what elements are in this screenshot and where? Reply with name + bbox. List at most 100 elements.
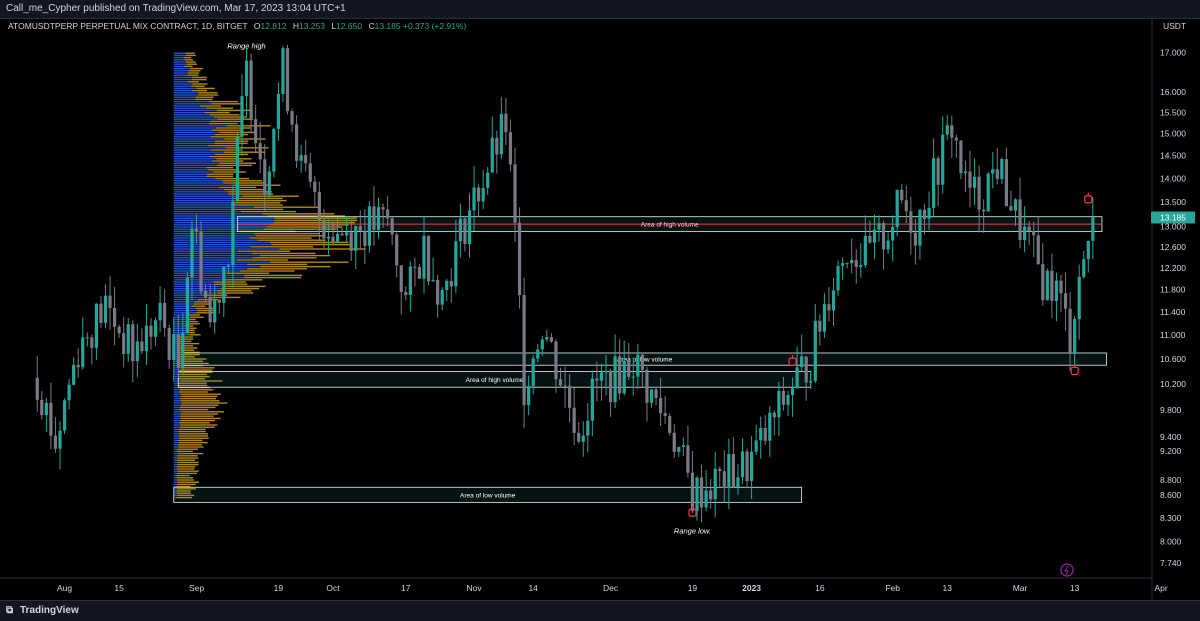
volume-profile-buy-bar: [173, 263, 248, 266]
volume-profile-sell-bar: [240, 270, 295, 272]
volume-profile-sell-bar: [226, 147, 269, 149]
volume-profile-sell-bar: [254, 232, 320, 235]
volume-profile-buy-bar: [173, 265, 260, 268]
x-tick-label: Mar: [1013, 583, 1028, 593]
volume-profile-buy-bar: [173, 301, 195, 303]
volume-profile-buy-bar: [173, 378, 179, 380]
candle-body: [254, 119, 258, 144]
candle-body: [140, 341, 144, 352]
candle-body: [299, 155, 303, 161]
tradingview-logo[interactable]: ⧉ TradingView: [6, 601, 79, 621]
candle-body: [786, 395, 790, 405]
candle-body: [49, 402, 53, 436]
volume-profile-sell-bar: [244, 274, 303, 277]
volume-profile-buy-bar: [173, 279, 223, 281]
volume-profile-buy-bar: [173, 144, 209, 147]
y-tick-label: 9.200: [1160, 446, 1182, 456]
volume-zone-box: [177, 371, 812, 388]
volume-profile-sell-bar: [271, 243, 352, 246]
volume-profile-buy-bar: [173, 292, 218, 294]
volume-profile-sell-bar: [179, 369, 213, 371]
candle-body: [699, 477, 704, 508]
candle-body: [695, 477, 699, 512]
volume-profile-buy-bar: [173, 59, 185, 61]
chart-annotation: Range low.: [674, 527, 711, 536]
candle-body: [190, 228, 194, 278]
y-tick-label: 8.800: [1160, 475, 1182, 485]
low-value: 12.650: [336, 21, 363, 31]
volume-profile-sell-bar: [237, 250, 291, 252]
candle-body: [1023, 226, 1027, 241]
candle-body: [581, 435, 585, 442]
volume-profile-buy-bar: [173, 417, 181, 420]
volume-profile-buy-bar: [173, 246, 251, 248]
candle-body: [58, 430, 62, 449]
volume-profile-sell-bar: [250, 246, 314, 248]
volume-profile-sell-bar: [195, 312, 214, 314]
x-tick-label: 17: [401, 583, 411, 593]
volume-profile-buy-bar: [173, 413, 181, 415]
x-tick-label: Nov: [466, 583, 482, 593]
volume-profile-sell-bar: [179, 371, 213, 373]
candle-body: [1082, 259, 1086, 277]
volume-profile-buy-bar: [173, 129, 212, 131]
candle-body: [426, 235, 431, 282]
volume-profile-buy-bar: [173, 98, 196, 101]
volume-profile-sell-bar: [228, 193, 274, 195]
candle-body: [76, 364, 80, 368]
candle-body: [1073, 319, 1077, 354]
volume-profile-sell-bar: [185, 331, 195, 334]
volume-profile-sell-bar: [198, 94, 219, 96]
volume-profile-buy-bar: [173, 382, 179, 384]
zone-label: Area of low volume: [617, 357, 673, 364]
volume-profile-sell-bar: [209, 155, 239, 158]
volume-profile-buy-bar: [173, 283, 215, 285]
volume-profile-buy-bar: [173, 298, 199, 301]
candle-body: [827, 304, 831, 311]
volume-profile-sell-bar: [214, 142, 248, 145]
candle-body: [486, 172, 490, 188]
candle-body: [718, 468, 722, 472]
candle-body: [813, 320, 817, 382]
candle-body: [631, 376, 635, 378]
volume-profile-sell-bar: [177, 448, 198, 450]
candle-body: [558, 379, 563, 386]
volume-profile-sell-bar: [206, 166, 234, 169]
volume-profile-buy-bar: [173, 232, 255, 235]
volume-profile-sell-bar: [187, 74, 199, 76]
last-price-label: 13.185: [1160, 212, 1186, 222]
volume-profile-buy-bar: [173, 285, 225, 288]
volume-profile-buy-bar: [173, 221, 274, 224]
volume-profile-sell-bar: [186, 63, 197, 65]
volume-profile-sell-bar: [178, 384, 208, 387]
volume-profile-buy-bar: [173, 336, 177, 338]
candle-body: [290, 111, 294, 125]
candle-body: [372, 206, 376, 230]
volume-profile-buy-bar: [173, 89, 192, 92]
candle-body: [163, 302, 167, 328]
volume-profile-buy-bar: [173, 109, 217, 112]
volume-profile-sell-bar: [177, 483, 196, 486]
volume-profile-sell-bar: [176, 459, 195, 461]
volume-profile-sell-bar: [191, 89, 207, 92]
candle-body: [217, 299, 221, 303]
volume-profile-sell-bar: [206, 175, 234, 178]
volume-profile-sell-bar: [184, 65, 193, 68]
candle-body: [44, 402, 48, 416]
volume-profile-buy-bar: [173, 281, 214, 283]
volume-profile-buy-bar: [173, 479, 177, 481]
volume-profile-buy-bar: [173, 428, 179, 431]
symbol-title[interactable]: ATOMUSDTPERP PERPETUAL MIX CONTRACT, 1D,…: [8, 21, 248, 31]
volume-profile-buy-bar: [173, 349, 177, 351]
candle-body: [1045, 270, 1049, 301]
candle-body: [390, 218, 394, 235]
volume-profile-sell-bar: [177, 470, 199, 472]
volume-profile-sell-bar: [177, 488, 196, 490]
volume-profile-sell-bar: [204, 111, 230, 114]
volume-profile-buy-bar: [173, 118, 218, 120]
volume-profile-buy-bar: [173, 393, 181, 395]
candle-body: [636, 354, 640, 377]
candle-body: [822, 304, 826, 332]
volume-profile-sell-bar: [176, 468, 195, 470]
